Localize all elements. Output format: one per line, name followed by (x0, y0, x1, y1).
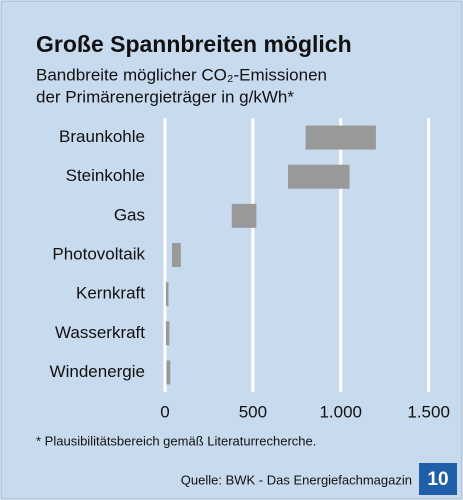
bar (288, 164, 350, 189)
y-tick-label: Windenergie (50, 362, 145, 381)
bar (231, 203, 257, 228)
source: Quelle: BWK - Das Energiefachmagazin (181, 472, 412, 487)
y-tick-label: Gas (114, 205, 145, 224)
bar (165, 321, 170, 346)
y-tick-label: Photovoltaik (52, 244, 145, 263)
x-tick-label: 500 (239, 402, 267, 421)
x-tick-label: 0 (160, 402, 169, 421)
x-tick-label: 1.000 (319, 402, 362, 421)
x-tick-label: 1.500 (407, 402, 450, 421)
bar (166, 360, 171, 385)
bar (165, 282, 169, 307)
y-tick-label: Braunkohle (59, 127, 145, 146)
y-tick-label: Wasserkraft (55, 323, 145, 342)
bar (305, 125, 376, 150)
y-tick-label: Kernkraft (76, 284, 145, 303)
bar (172, 243, 181, 267)
footnote: * Plausibilitätsbereich gemäß Literaturr… (36, 433, 316, 448)
subtitle: Bandbreite möglicher CO₂-Emissionen (36, 65, 327, 84)
page-number: 10 (427, 469, 448, 490)
subtitle: der Primärenergieträger in g/kWh* (36, 87, 294, 106)
chart-title: Große Spannbreiten möglich (36, 31, 352, 57)
y-tick-label: Steinkohle (66, 166, 145, 185)
page-number-box (419, 463, 457, 495)
